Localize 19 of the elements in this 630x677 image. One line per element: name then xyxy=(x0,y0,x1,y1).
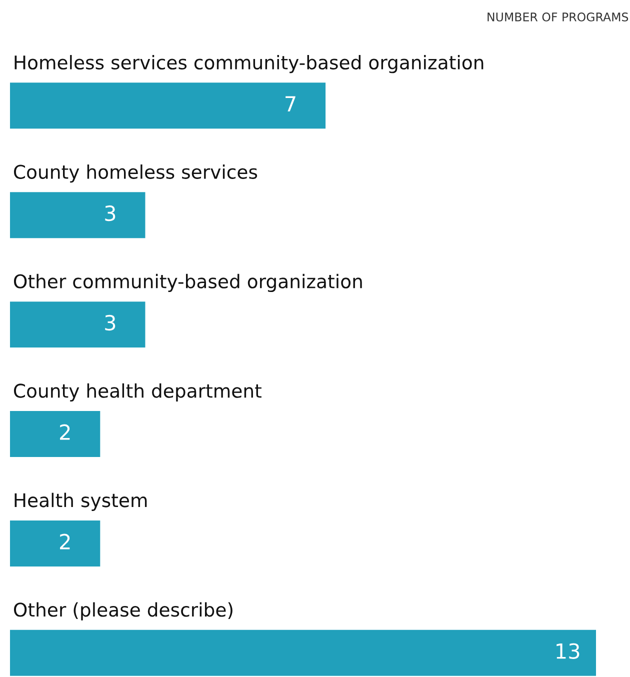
y-tick-label: Other community-based organization xyxy=(14,274,362,292)
data-label: 13 xyxy=(556,643,580,659)
data-label: 2 xyxy=(60,424,70,440)
data-label: 2 xyxy=(60,534,70,550)
y-tick-label: County homeless services xyxy=(14,164,258,183)
y-tick-label: County health department xyxy=(14,383,262,402)
data-label: 3 xyxy=(105,205,116,222)
bar xyxy=(10,411,100,458)
x-axis-title: NUMBER OF PROGRAMS xyxy=(488,12,628,22)
bar xyxy=(10,302,146,348)
data-label: 3 xyxy=(105,314,116,331)
bar xyxy=(10,82,326,129)
bar xyxy=(10,520,100,566)
bar xyxy=(10,630,596,676)
y-tick-label: Other (please describe) xyxy=(14,602,232,620)
y-tick-label: Health system xyxy=(14,492,147,511)
data-label: 7 xyxy=(286,96,296,112)
bar xyxy=(10,192,146,238)
y-tick-label: Homeless services community-based organization xyxy=(14,55,484,74)
